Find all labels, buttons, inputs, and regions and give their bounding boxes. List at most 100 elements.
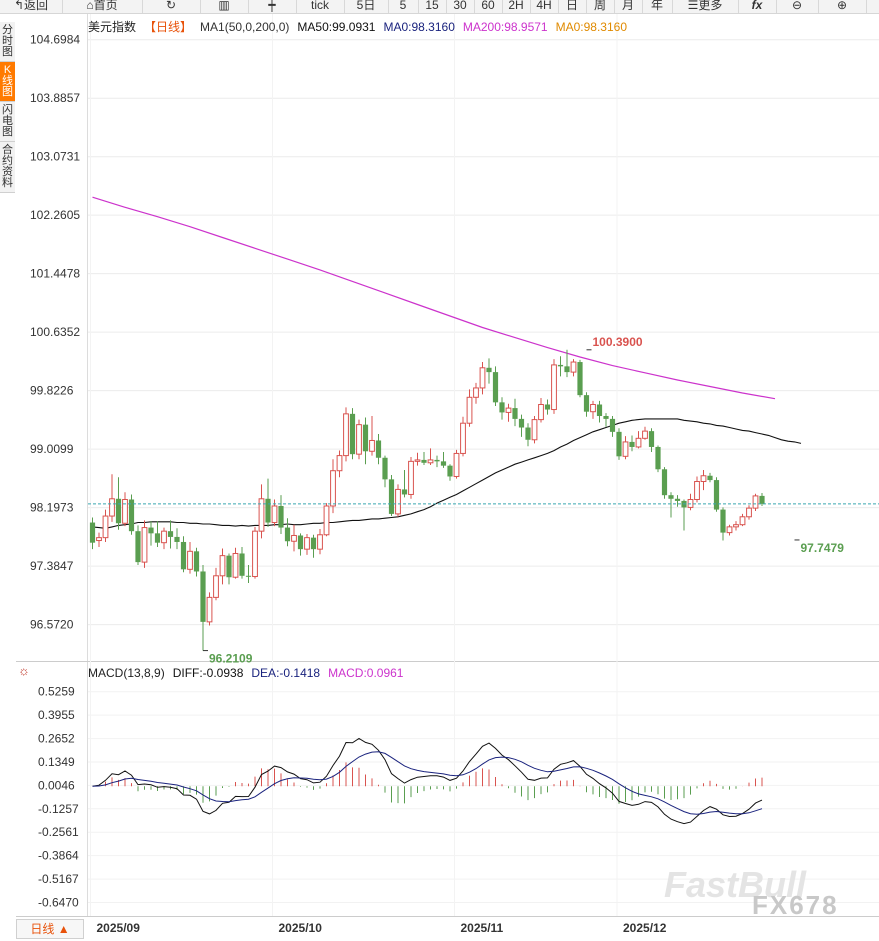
candle-body-down [200, 571, 206, 622]
candle-type-button[interactable]: ▥ [200, 0, 249, 13]
candle-body-down [564, 366, 570, 373]
candle-body-down [674, 498, 681, 501]
refresh-button[interactable]: ↻ [142, 0, 201, 13]
x-tick-label: 2025/11 [461, 921, 504, 935]
candle-body-down [128, 499, 135, 532]
candle-body-down [512, 408, 518, 419]
candle-body-down [226, 555, 232, 578]
chart-header: 美元指数 【日线】 MA1(50,0,200,0) MA50:99.0931 MA0:9… [88, 19, 635, 35]
zoom-out-button[interactable]: ⊖ [776, 0, 819, 13]
main-y-tick-label: 96.5720 [30, 618, 74, 632]
extreme-label: 96.2109 [209, 652, 253, 666]
more-button[interactable]: ☰更多 [672, 0, 739, 13]
period-label[interactable]: 【日线】 [144, 20, 193, 34]
candle-body-down [375, 440, 382, 458]
candle-body-down [518, 418, 525, 428]
candle-body-up [635, 437, 642, 448]
candle-body-down [278, 505, 284, 528]
candle-body-down [440, 461, 447, 466]
candle-body-down [655, 446, 661, 470]
candle-body-down [382, 457, 388, 480]
back-icon: ↰ [13, 0, 25, 12]
macd-y-tick-label: 0.0046 [38, 778, 75, 792]
candle-body-down [596, 404, 603, 417]
fx-button[interactable]: fx [738, 0, 777, 13]
bar-chart-icon: ▥ [218, 0, 230, 12]
candle-body-up [304, 537, 310, 550]
ma200-value: MA200:98.9571 [462, 20, 548, 34]
candle-body-up [466, 396, 473, 424]
period-month-button[interactable]: 月 [614, 0, 643, 13]
candle-body-up [356, 424, 362, 455]
main-y-tick-label: 98.1973 [30, 501, 74, 515]
period-4h-button[interactable]: 4H [530, 0, 559, 13]
main-y-tick-label: 104.6984 [30, 33, 80, 47]
macd-config[interactable]: MACD(13,8,9) [88, 666, 165, 680]
macd-y-tick-label: -0.5167 [38, 872, 79, 886]
sidebar-tab-lightning[interactable]: 闪电图 [0, 102, 15, 142]
tick-button[interactable]: tick [296, 0, 345, 13]
candle-body-down [421, 459, 427, 463]
period-year-button[interactable]: 年 [642, 0, 673, 13]
candle-body-up [343, 413, 349, 457]
back-button[interactable]: ↰返回 [0, 0, 63, 13]
candle-body-down [616, 431, 622, 457]
main-y-tick-label: 99.0099 [30, 442, 74, 456]
candle-body-up [102, 515, 109, 539]
sidebar-tab-timeshare[interactable]: 分时图 [0, 22, 15, 62]
candle-body-up [570, 361, 577, 373]
period-5-button[interactable]: 5 [388, 0, 419, 13]
x-tick-label: 2025/10 [279, 921, 323, 935]
candle-body-down [557, 364, 564, 367]
candle-body-up [395, 488, 401, 515]
candle-body-down [401, 489, 408, 495]
candle-body-down [148, 527, 154, 534]
candle-body-down [265, 498, 271, 523]
toolbar: ↰返回 ⌂首页 ↻ ▥ ┿ tick 5日 5 15 30 60 2H 4H 日… [0, 0, 879, 14]
watermark-fastbull: FastBull [664, 864, 807, 905]
main-y-tick-label: 97.3847 [30, 559, 74, 573]
candle-body-up [122, 499, 128, 524]
period-day-button[interactable]: 日 [558, 0, 587, 13]
period-tab-daily[interactable]: 日线 ▲ [16, 919, 84, 939]
period-60-button[interactable]: 60 [474, 0, 503, 13]
candle-body-up [590, 403, 596, 413]
candle-body-down [447, 465, 453, 477]
candle-body-up [453, 452, 460, 477]
candle-body-down [284, 527, 291, 542]
candle-body-down [648, 431, 655, 447]
indicator-config[interactable]: MA1(50,0,200,0) [200, 20, 290, 34]
watermark-fx678: FX678 [752, 890, 839, 920]
candle-body-up [336, 455, 343, 472]
extreme-label: 100.3900 [593, 335, 643, 349]
zoom-out-icon: ⊖ [791, 0, 803, 12]
x-tick-label: 2025/12 [623, 921, 667, 935]
candle-body-up [505, 407, 512, 413]
candle-body-down [115, 498, 122, 524]
candle-body-down [154, 533, 161, 543]
candle-body-up [187, 550, 193, 570]
main-y-tick-label: 100.6352 [30, 325, 80, 339]
candle-body-up [219, 555, 226, 577]
period-week-button[interactable]: 周 [586, 0, 615, 13]
candle-body-down [434, 459, 440, 462]
candle-body-up [206, 596, 213, 623]
home-button[interactable]: ⌂首页 [62, 0, 143, 13]
extreme-label: 97.7479 [801, 541, 845, 555]
candle-body-up [252, 530, 258, 578]
main-y-tick-label: 101.4478 [30, 267, 80, 281]
candle-body-down [349, 413, 356, 455]
zoom-in-button[interactable]: ⊕ [818, 0, 867, 13]
sidebar-tab-kline[interactable]: K线图 [0, 62, 15, 102]
sidebar: 分时图 K线图 闪电图 合约资料 [0, 22, 15, 193]
period-15-button[interactable]: 15 [418, 0, 447, 13]
candle-body-down [661, 469, 668, 496]
period-2h-button[interactable]: 2H [502, 0, 531, 13]
kline-style-button[interactable]: ┿ [248, 0, 297, 13]
five-day-button[interactable]: 5日 [344, 0, 389, 13]
candle-body-up [531, 419, 538, 441]
sidebar-tab-contract-info[interactable]: 合约资料 [0, 142, 15, 193]
candle-body-up [271, 505, 278, 524]
period-30-button[interactable]: 30 [446, 0, 475, 13]
